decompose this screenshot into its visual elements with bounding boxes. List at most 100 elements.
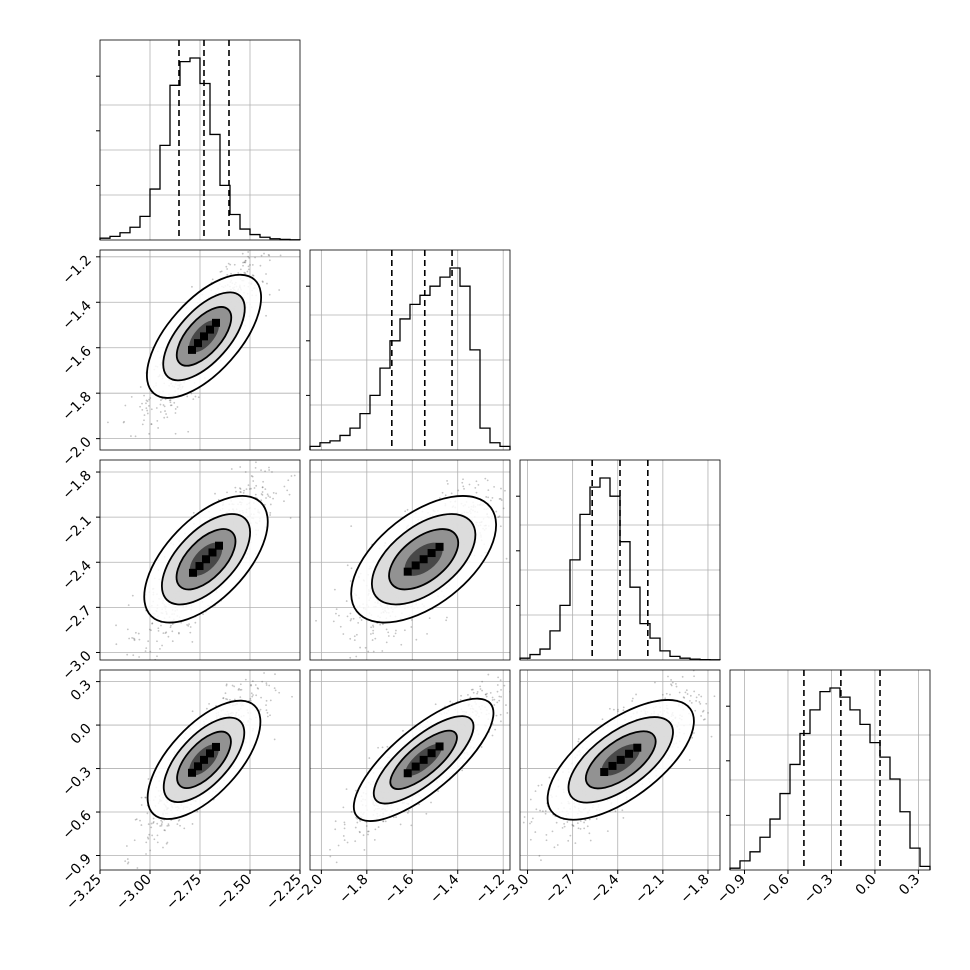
scatter-point xyxy=(149,849,152,852)
scatter-point xyxy=(459,699,462,701)
scatter-point xyxy=(495,714,498,717)
scatter-point xyxy=(144,796,147,799)
scatter-point xyxy=(493,698,496,701)
scatter-point xyxy=(364,646,367,649)
scatter-point xyxy=(266,715,269,718)
scatter-point xyxy=(468,483,471,486)
scatter-point xyxy=(287,479,290,482)
scatter-point xyxy=(486,479,489,482)
scatter-point xyxy=(225,684,228,687)
scatter-point xyxy=(226,268,229,270)
scatter-point xyxy=(150,408,153,411)
scatter-point xyxy=(239,491,242,493)
scatter-point xyxy=(151,622,154,625)
scatter-point xyxy=(481,689,484,692)
scatter-point xyxy=(479,688,482,690)
scatter-point xyxy=(500,499,503,501)
scatter-point xyxy=(329,855,332,858)
scatter-point xyxy=(499,497,502,500)
scatter-point xyxy=(162,404,165,406)
scatter-point xyxy=(174,412,177,414)
scatter-point xyxy=(367,830,370,833)
scatter-point xyxy=(350,525,353,527)
scatter-point xyxy=(239,487,241,490)
scatter-point xyxy=(156,419,159,422)
scatter-point xyxy=(493,486,495,488)
scatter-point xyxy=(494,728,497,731)
scatter-point xyxy=(152,817,155,820)
scatter-point xyxy=(382,820,385,823)
scatter-point xyxy=(268,254,271,257)
scatter-point xyxy=(155,407,158,409)
scatter-point xyxy=(233,685,236,688)
scatter-point xyxy=(437,790,440,792)
scatter-point xyxy=(242,264,244,267)
scatter-point xyxy=(262,480,265,483)
scatter-point xyxy=(382,820,385,823)
scatter-point xyxy=(243,261,246,264)
scatter-point xyxy=(229,263,232,266)
scatter-point xyxy=(343,839,346,842)
density-peak-cell xyxy=(188,345,196,354)
scatter-point xyxy=(191,710,194,713)
scatter-panel-1-3 xyxy=(99,450,301,664)
scatter-point xyxy=(506,712,509,714)
scatter-point xyxy=(283,500,285,503)
density-peak-cell xyxy=(194,339,202,348)
scatter-point xyxy=(353,635,356,638)
scatter-point xyxy=(350,810,353,813)
scatter-point xyxy=(511,662,513,664)
scatter-point xyxy=(226,274,229,276)
scatter-point xyxy=(263,503,266,506)
scatter-point xyxy=(461,769,464,772)
scatter-point xyxy=(250,475,253,477)
scatter-point xyxy=(151,622,154,625)
scatter-point xyxy=(484,693,487,696)
scatter-point xyxy=(235,490,237,493)
scatter-point xyxy=(481,680,484,683)
scatter-point xyxy=(470,688,473,691)
scatter-point xyxy=(167,662,169,664)
scatter-point xyxy=(286,489,289,492)
scatter-point xyxy=(399,823,402,826)
scatter-point xyxy=(239,696,242,699)
scatter-point xyxy=(513,660,515,662)
scatter-point xyxy=(284,450,286,452)
scatter-point xyxy=(293,474,296,477)
scatter-point xyxy=(681,675,684,678)
scatter-point xyxy=(377,746,379,749)
scatter-point xyxy=(372,650,375,653)
scatter-point xyxy=(133,638,136,640)
scatter-point xyxy=(504,489,506,492)
scatter-point xyxy=(159,411,162,413)
scatter-point xyxy=(160,823,163,825)
scatter-point xyxy=(370,626,373,629)
scatter-point xyxy=(145,853,147,855)
scatter-point xyxy=(115,624,117,627)
scatter-point xyxy=(342,835,345,837)
scatter-point xyxy=(239,488,242,490)
panel-frame xyxy=(729,669,931,871)
scatter-point xyxy=(238,687,240,690)
scatter-point xyxy=(486,692,488,695)
scatter-point xyxy=(151,834,154,837)
scatter-point xyxy=(159,825,162,827)
scatter-point xyxy=(156,841,159,844)
histogram-step-line xyxy=(729,687,931,870)
scatter-point xyxy=(661,693,664,696)
scatter-point xyxy=(349,612,352,615)
scatter-point xyxy=(678,691,681,694)
scatter-point xyxy=(272,491,275,494)
scatter-point xyxy=(290,222,292,224)
scatter-point xyxy=(125,845,128,847)
scatter-point xyxy=(279,254,282,257)
scatter-point xyxy=(239,683,242,686)
scatter-point xyxy=(517,500,519,502)
scatter-point xyxy=(147,837,150,840)
scatter-point xyxy=(355,655,358,658)
scatter-point xyxy=(755,652,757,654)
scatter-point xyxy=(229,698,231,701)
scatter-panel-2-3 xyxy=(309,459,519,661)
scatter-point xyxy=(702,718,705,721)
scatter-point xyxy=(266,282,268,285)
